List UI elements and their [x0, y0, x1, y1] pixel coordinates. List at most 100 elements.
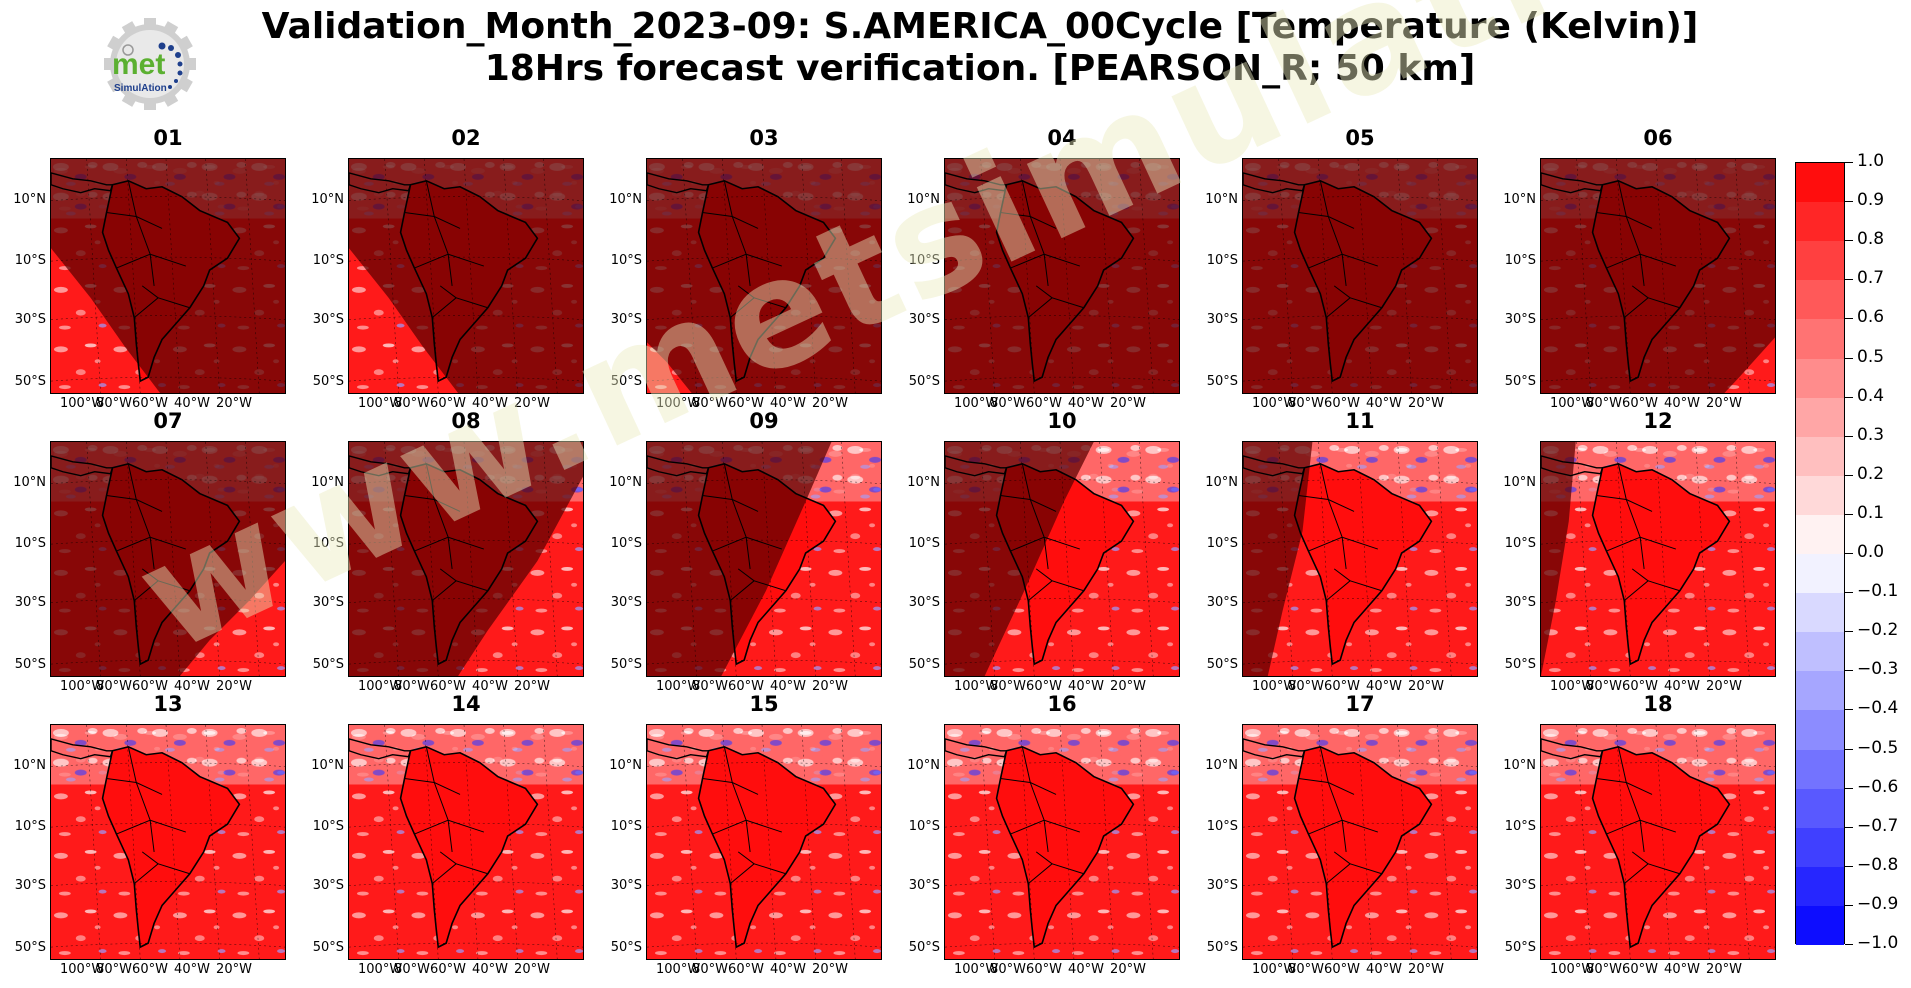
colorbar-tick: [1845, 513, 1853, 515]
night-shading: [51, 159, 285, 393]
panel-title: 14: [451, 692, 481, 716]
lat-tick-label: 50°S: [610, 657, 642, 672]
colorbar-band: [1796, 241, 1844, 281]
panel-title: 16: [1047, 692, 1077, 716]
colorbar-tick-label: −0.6: [1857, 776, 1899, 797]
coastline: [697, 179, 837, 383]
colorbar-band: [1796, 866, 1844, 907]
correlation-map: [1540, 724, 1776, 960]
night-shading: [1541, 442, 1576, 676]
logo-text-main: met: [112, 48, 165, 81]
lon-tick-label: 40°W: [1664, 962, 1700, 977]
lon-tick-label: 40°W: [1068, 962, 1104, 977]
colorbar-band: [1796, 358, 1844, 399]
lon-tick-label: 20°W: [514, 679, 550, 694]
night-shading: [1243, 159, 1477, 393]
night-shading: [349, 442, 583, 676]
lon-tick-label: 40°W: [1068, 396, 1104, 411]
lat-tick-label: 30°S: [312, 878, 344, 893]
correlation-map: [50, 441, 286, 677]
colorbar-tick-label: −1.0: [1857, 933, 1899, 953]
panel-title: 13: [153, 692, 183, 716]
panel-title: 05: [1345, 126, 1375, 150]
colorbar-band: [1796, 319, 1844, 359]
lon-tick-label: 40°W: [1068, 679, 1104, 694]
panel-title: 04: [1047, 126, 1077, 150]
lon-tick-label: 80°W: [394, 679, 430, 694]
coastline: [995, 179, 1135, 383]
panel-title: 06: [1643, 126, 1673, 150]
colorbar-tick: [1845, 201, 1853, 203]
lon-tick-label: 80°W: [692, 962, 728, 977]
colorbar-tick: [1845, 396, 1853, 398]
lon-tick-label: 60°W: [728, 679, 764, 694]
lat-tick-label: 30°S: [610, 595, 642, 610]
lat-tick-label: 10°S: [1206, 536, 1238, 551]
lon-tick-label: 60°W: [430, 396, 466, 411]
lon-tick-label: 40°W: [770, 679, 806, 694]
lon-tick-label: 40°W: [174, 396, 210, 411]
lon-tick-label: 20°W: [812, 396, 848, 411]
colorbar-tick: [1845, 592, 1853, 594]
lat-tick-label: 10°N: [907, 192, 940, 207]
panel-title: 02: [451, 126, 481, 150]
lon-tick-label: 100°W: [1550, 962, 1595, 977]
lon-tick-label: 80°W: [990, 962, 1026, 977]
lon-tick-label: 40°W: [1366, 679, 1402, 694]
lon-tick-label: 80°W: [1586, 396, 1622, 411]
night-shading: [1243, 442, 1313, 676]
lon-tick-label: 60°W: [1324, 679, 1360, 694]
lon-tick-label: 100°W: [358, 679, 403, 694]
lon-tick-label: 100°W: [954, 679, 999, 694]
colorbar-tick-label: 0.8: [1857, 229, 1885, 250]
colorbar-tick-label: −0.8: [1857, 854, 1899, 875]
correlation-map: [1242, 724, 1478, 960]
colorbar-tick-label: 0.6: [1857, 307, 1885, 328]
lat-tick-label: 50°S: [312, 940, 344, 955]
lat-tick-label: 10°N: [1205, 192, 1238, 207]
lat-tick-label: 10°N: [1503, 192, 1536, 207]
lat-tick-label: 10°S: [908, 536, 940, 551]
colorbar-tick-label: 0.4: [1857, 385, 1885, 406]
lon-tick-label: 80°W: [1288, 396, 1324, 411]
coastline: [399, 462, 539, 666]
panel-title: 15: [749, 692, 779, 716]
coastline: [995, 462, 1135, 666]
lon-tick-label: 60°W: [132, 679, 168, 694]
correlation-map: [1540, 441, 1776, 677]
coastline: [1591, 462, 1731, 666]
lon-tick-label: 80°W: [1288, 679, 1324, 694]
lon-tick-label: 20°W: [1408, 396, 1444, 411]
lon-tick-label: 80°W: [990, 396, 1026, 411]
coastline: [101, 745, 241, 949]
lon-tick-label: 20°W: [1408, 679, 1444, 694]
colorbar-tick: [1845, 240, 1853, 242]
lon-tick-label: 100°W: [954, 396, 999, 411]
lon-tick-label: 20°W: [1110, 396, 1146, 411]
colorbar-band: [1796, 905, 1844, 946]
colorbar-tick: [1845, 318, 1853, 320]
lat-tick-label: 10°S: [1504, 819, 1536, 834]
correlation-map: [646, 158, 882, 394]
colorbar-band: [1796, 788, 1844, 829]
lat-tick-label: 50°S: [1206, 374, 1238, 389]
lon-tick-label: 80°W: [96, 679, 132, 694]
lon-tick-label: 20°W: [812, 962, 848, 977]
correlation-map: [348, 724, 584, 960]
lat-tick-label: 30°S: [908, 878, 940, 893]
lat-tick-label: 10°S: [610, 536, 642, 551]
lat-tick-label: 30°S: [1206, 595, 1238, 610]
lon-tick-label: 20°W: [1110, 962, 1146, 977]
coastline: [1293, 179, 1433, 383]
lat-tick-label: 50°S: [908, 940, 940, 955]
colorbar-tick-label: −0.4: [1857, 698, 1899, 719]
lon-tick-label: 40°W: [770, 962, 806, 977]
correlation-map: [646, 441, 882, 677]
colorbar-tick: [1845, 553, 1853, 554]
lon-tick-label: 20°W: [1706, 962, 1742, 977]
lon-tick-label: 20°W: [514, 962, 550, 977]
lon-tick-label: 40°W: [472, 396, 508, 411]
panel-title: 01: [153, 126, 183, 150]
lon-tick-label: 20°W: [216, 679, 252, 694]
lon-tick-label: 100°W: [60, 679, 105, 694]
